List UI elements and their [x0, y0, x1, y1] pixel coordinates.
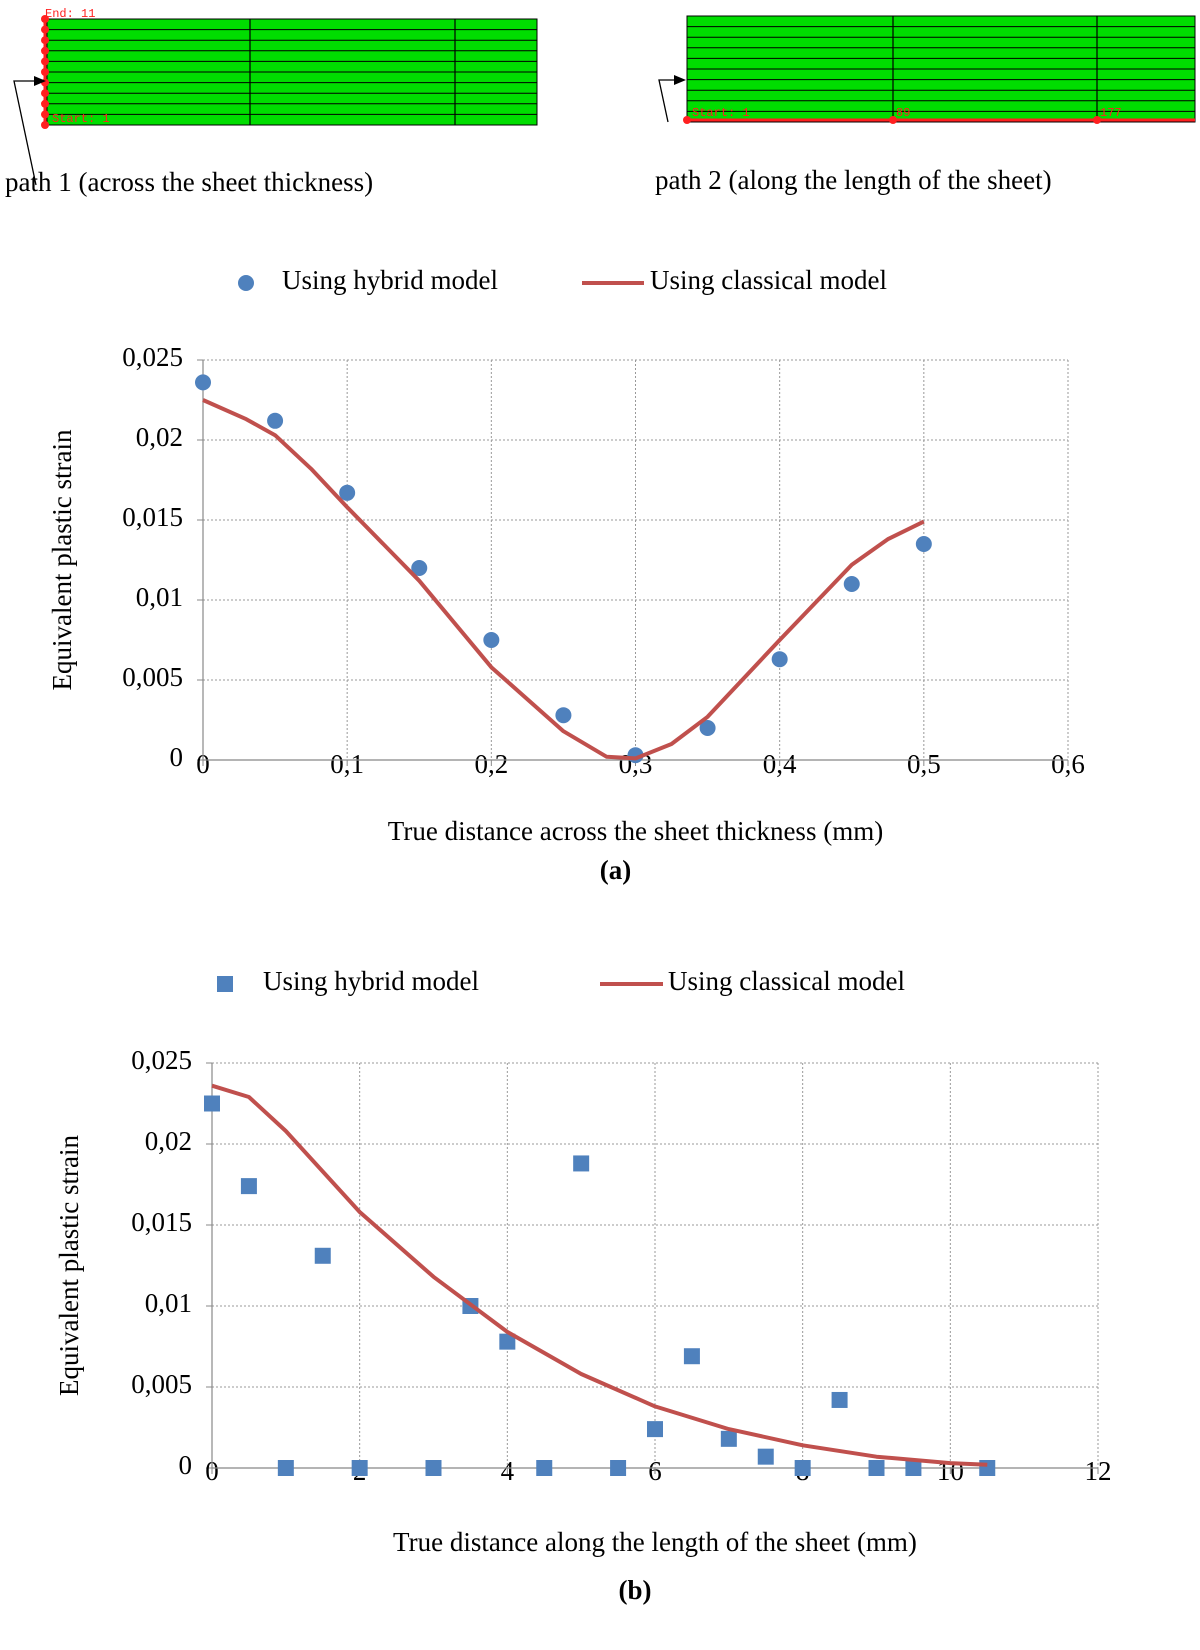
caption: (a): [600, 855, 631, 885]
y-tick-label: 0: [179, 1450, 193, 1480]
data-point: [610, 1460, 627, 1476]
caption: (b): [619, 1575, 652, 1605]
data-point: [314, 1247, 331, 1264]
data-point: [757, 1448, 774, 1465]
node-label: Start: 1: [692, 106, 750, 120]
path-node: [41, 15, 49, 23]
node-label: 177: [1100, 106, 1122, 120]
data-point: [339, 484, 356, 501]
y-tick-label: 0,015: [131, 1207, 192, 1237]
data-point: [843, 576, 860, 592]
y-tick-label: 0,005: [122, 662, 183, 692]
legend-label: Using classical model: [668, 966, 905, 996]
arrow: [658, 79, 677, 123]
path-node: [41, 121, 49, 129]
diagram-label: path 2 (along the length of the sheet): [655, 165, 1052, 195]
data-point: [240, 1178, 257, 1195]
y-tick-label: 0,01: [145, 1288, 192, 1318]
path-node: [41, 68, 49, 76]
path-node: [41, 57, 49, 66]
path-node: [41, 36, 49, 45]
x-axis-title: True distance along the length of the sh…: [393, 1527, 917, 1557]
data-point: [831, 1391, 848, 1408]
data-point: [720, 1430, 737, 1447]
data-point: [411, 560, 428, 576]
data-point: [683, 1348, 700, 1365]
data-point: [915, 536, 932, 552]
y-tick-label: 0,025: [131, 1045, 192, 1075]
data-point: [195, 374, 211, 391]
node-label: End: 11: [45, 7, 95, 21]
data-point: [267, 412, 284, 429]
legend-marker: [217, 976, 233, 992]
data-point: [771, 651, 788, 668]
arrow: [13, 80, 38, 186]
data-point: [699, 720, 716, 736]
y-axis-title: Equivalent plastic strain: [54, 1135, 84, 1396]
path-node: [41, 46, 49, 55]
legend-label: Using classical model: [650, 265, 887, 295]
legend-marker: [238, 275, 254, 291]
arrowhead: [674, 75, 686, 85]
node-label: Start: 1: [52, 112, 110, 126]
path-node: [41, 89, 49, 98]
y-tick-label: 0,02: [145, 1126, 192, 1156]
legend-label: Using hybrid model: [263, 966, 479, 996]
y-axis-title: Equivalent plastic strain: [47, 429, 77, 690]
data-point: [573, 1155, 590, 1172]
data-point: [979, 1460, 996, 1476]
data-point: [905, 1460, 922, 1476]
y-tick-label: 0,025: [122, 342, 183, 372]
y-tick-label: 0: [170, 742, 184, 772]
arrowhead: [34, 76, 46, 86]
path-node: [41, 99, 49, 108]
data-point: [555, 707, 572, 724]
y-tick-label: 0,02: [136, 422, 183, 452]
data-point: [868, 1460, 885, 1476]
data-point: [204, 1095, 220, 1112]
node-label: 89: [896, 106, 910, 120]
path-node: [41, 110, 49, 119]
y-tick-label: 0,015: [122, 502, 183, 532]
data-point: [483, 632, 500, 648]
data-point: [794, 1460, 811, 1476]
y-tick-label: 0,005: [131, 1369, 192, 1399]
diagram-label: path 1 (across the sheet thickness): [5, 167, 373, 197]
data-point: [277, 1460, 294, 1476]
path-node: [889, 116, 897, 124]
series-line: [202, 398, 925, 761]
data-point: [499, 1333, 516, 1350]
data-point: [647, 1421, 663, 1438]
y-tick-label: 0,01: [136, 582, 183, 612]
path-node: [683, 116, 691, 124]
legend-label: Using hybrid model: [282, 265, 498, 295]
series-line: [211, 1083, 988, 1467]
data-point: [425, 1460, 442, 1476]
x-axis-title: True distance across the sheet thickness…: [388, 816, 883, 846]
path-node: [1093, 116, 1101, 124]
path-node: [41, 25, 49, 34]
data-point: [351, 1460, 368, 1476]
data-point: [536, 1460, 553, 1476]
